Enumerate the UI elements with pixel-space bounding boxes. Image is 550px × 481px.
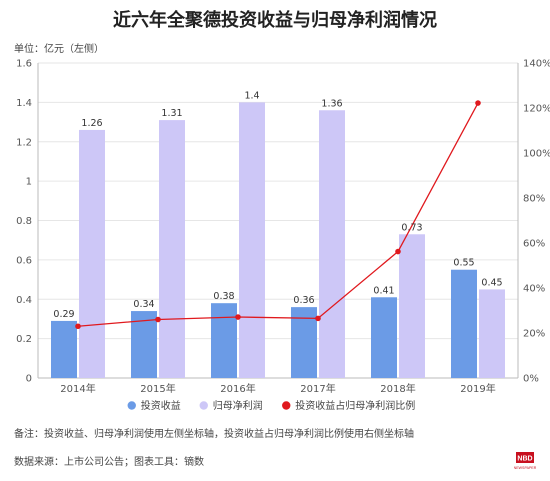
bar-0 <box>451 269 477 378</box>
ratio-point <box>395 248 401 255</box>
data-label: 0.41 <box>373 285 394 296</box>
nbd-logo-icon: NBD NEWSPAPER <box>514 452 536 470</box>
line-layer <box>75 100 481 330</box>
data-label: 0.45 <box>481 277 502 288</box>
y-right-tick-label: 140% <box>523 59 550 70</box>
svg-text:NEWSPAPER: NEWSPAPER <box>514 466 536 470</box>
bar-1 <box>399 234 425 378</box>
ratio-point <box>315 315 321 322</box>
y-left-tick-label: 0.6 <box>16 255 32 266</box>
legend-marker <box>282 401 291 410</box>
legend-marker <box>199 401 208 410</box>
x-tick-label: 2018年 <box>380 382 415 395</box>
x-tick-label: 2014年 <box>60 382 95 395</box>
data-label: 0.36 <box>293 295 314 306</box>
data-label: 0.38 <box>213 291 234 302</box>
y-right-tick-label: 40% <box>523 284 545 295</box>
bar-0 <box>291 307 317 378</box>
y-left-tick-label: 0.8 <box>16 216 32 227</box>
bar-0 <box>131 311 157 378</box>
bar-layer <box>51 102 505 378</box>
y-right-tick-label: 100% <box>523 149 550 160</box>
unit-label: 单位：亿元（左侧） <box>14 44 104 55</box>
ratio-point <box>235 314 241 320</box>
ratio-point <box>155 316 161 323</box>
data-label: 0.55 <box>453 258 474 269</box>
bar-1 <box>479 289 505 378</box>
x-tick-label: 2015年 <box>140 382 175 395</box>
legend: 投资收益 归母净利润 投资收益占归母净利润比例 <box>127 399 415 412</box>
y-right-tick-label: 60% <box>523 239 545 250</box>
data-label: 1.31 <box>161 108 182 119</box>
y-right-tick-label: 120% <box>523 104 550 115</box>
y-left-tick-label: 0 <box>26 374 32 385</box>
data-source: 数据来源：上市公司公告；图表工具：镝数 <box>14 457 204 468</box>
data-label: 0.73 <box>401 222 422 233</box>
legend-label: 归母净利润 <box>213 399 263 412</box>
data-label: 1.26 <box>81 118 102 129</box>
y-right-tick-label: 0% <box>523 374 539 385</box>
bar-1 <box>159 120 185 378</box>
x-tick-label: 2016年 <box>220 382 255 395</box>
bar-0 <box>371 297 397 378</box>
y-left-tick-label: 1.6 <box>16 59 32 70</box>
chart-title: 近六年全聚德投资收益与归母净利润情况 <box>113 10 437 31</box>
data-label: 1.4 <box>244 90 259 101</box>
ratio-point <box>75 323 81 330</box>
ratio-point <box>475 100 481 106</box>
y-left-tick-label: 0.2 <box>16 334 32 345</box>
y-left-tick-label: 1 <box>26 177 32 188</box>
data-label: 0.34 <box>133 299 154 310</box>
y-left-tick-label: 0.4 <box>16 295 32 306</box>
legend-label: 投资收益 <box>141 399 181 412</box>
grid-layer <box>38 62 518 379</box>
bar-1 <box>319 110 345 378</box>
svg-text:NBD: NBD <box>517 456 532 463</box>
legend-label: 投资收益占归母净利润比例 <box>295 399 415 412</box>
bar-1 <box>239 102 265 378</box>
axis-layer: 0 0.2 0.4 0.6 0.8 1 1.2 1.4 1.6 0% 20% 40% 60% 80% 100… <box>16 59 550 396</box>
data-label: 1.36 <box>321 98 342 109</box>
y-left-tick-label: 1.2 <box>16 137 32 148</box>
x-tick-label: 2017年 <box>300 382 335 395</box>
y-left-tick-label: 1.4 <box>16 98 32 109</box>
bar-0 <box>211 303 237 378</box>
legend-marker <box>127 401 136 410</box>
y-right-tick-label: 20% <box>523 329 545 340</box>
footnote: 备注：投资收益、归母净利润使用左侧坐标轴，投资收益占归母净利润比例使用右侧坐标轴 <box>14 429 414 440</box>
bar-0 <box>51 320 77 378</box>
label-layer: 0.29 1.26 0.34 1.31 0.38 1.4 0.36 1.36 0.41 0.73 0… <box>53 90 502 320</box>
ratio-line <box>77 102 479 327</box>
x-tick-label: 2019年 <box>460 382 495 395</box>
data-label: 0.29 <box>53 309 74 320</box>
y-right-tick-label: 80% <box>523 194 545 205</box>
bar-1 <box>79 129 105 378</box>
